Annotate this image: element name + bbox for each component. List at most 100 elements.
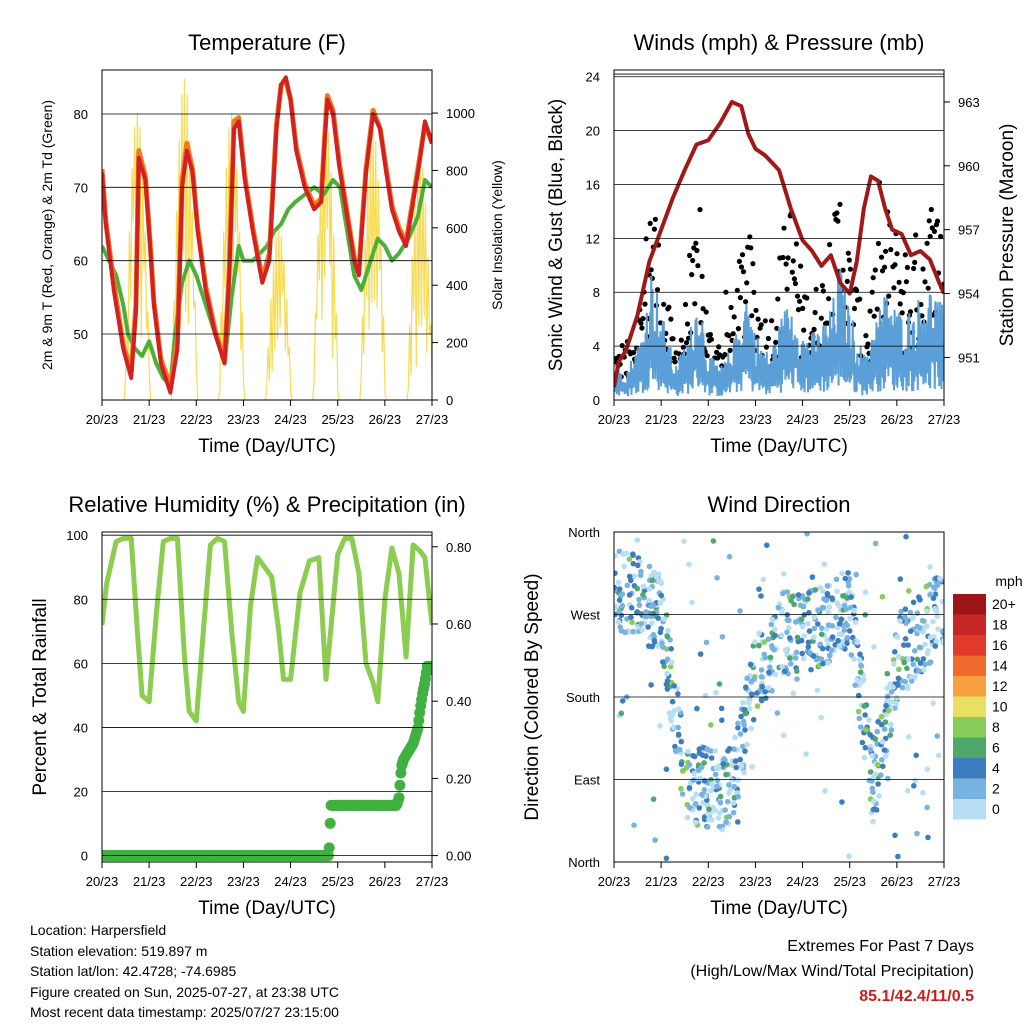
direction-point <box>790 690 796 697</box>
x-axis-label: Time (Day/UTC) <box>710 898 848 919</box>
direction-point <box>836 602 842 609</box>
direction-point <box>743 684 749 690</box>
direction-point <box>927 634 934 641</box>
direction-point <box>836 620 843 627</box>
gust-point <box>785 255 791 261</box>
direction-point <box>657 723 663 729</box>
direction-point <box>714 783 720 790</box>
gust-point <box>882 264 888 270</box>
gust-point <box>783 261 789 267</box>
direction-point <box>862 744 869 751</box>
direction-point <box>833 614 839 621</box>
direction-point <box>818 656 825 662</box>
direction-point <box>769 617 776 623</box>
direction-point <box>818 714 824 721</box>
direction-point <box>901 659 907 666</box>
direction-point <box>852 619 859 626</box>
direction-point <box>650 631 657 638</box>
direction-point <box>772 671 779 678</box>
ytick-right-label: 954 <box>958 287 980 302</box>
direction-point <box>883 702 889 709</box>
direction-point <box>653 574 660 580</box>
gust-point <box>820 288 827 294</box>
colorbar-label: 8 <box>992 719 1000 735</box>
direction-point <box>638 621 644 627</box>
colorbar-label: 10 <box>992 699 1008 715</box>
direction-point <box>913 752 919 759</box>
direction-point <box>729 777 735 783</box>
direction-point <box>902 678 908 685</box>
direction-point <box>891 661 897 667</box>
direction-point <box>912 674 918 680</box>
direction-point <box>842 575 849 582</box>
xtick-label: 27/23 <box>416 412 449 427</box>
direction-point <box>726 553 733 560</box>
direction-point <box>735 724 741 731</box>
direction-point <box>902 606 909 612</box>
extremes-panel: Extremes For Past 7 Days (High/Low/Max W… <box>690 934 974 1009</box>
direction-point <box>815 607 821 613</box>
direction-point <box>847 615 853 622</box>
direction-point <box>861 754 868 761</box>
direction-point <box>675 724 681 731</box>
direction-point <box>655 615 661 621</box>
direction-point <box>723 771 729 778</box>
direction-point <box>866 717 872 723</box>
precip-point <box>394 779 406 791</box>
direction-point <box>720 761 726 767</box>
direction-point <box>672 748 679 754</box>
direction-point <box>797 602 804 609</box>
direction-point <box>867 732 873 738</box>
direction-point <box>762 688 768 695</box>
direction-point <box>788 661 794 667</box>
direction-point <box>646 598 653 604</box>
direction-point <box>804 532 810 537</box>
direction-point <box>874 728 880 735</box>
plot-area-winds <box>614 99 944 397</box>
direction-point <box>702 692 709 699</box>
xtick-label: 25/23 <box>833 412 866 427</box>
direction-point <box>708 722 714 728</box>
direction-point <box>861 703 868 709</box>
direction-point <box>806 628 813 634</box>
xtick-label: 21/23 <box>133 874 166 889</box>
direction-point <box>692 801 699 807</box>
y-axis-label: Direction (Colored By Speed) <box>522 573 543 820</box>
precip-point <box>324 817 336 829</box>
direction-point <box>615 579 622 586</box>
ytick-label: 80 <box>74 107 88 122</box>
direction-point <box>717 793 724 800</box>
gust-point <box>748 245 754 251</box>
direction-point <box>804 596 811 602</box>
colorbar-swatch <box>953 717 986 738</box>
direction-point <box>735 794 741 800</box>
direction-point <box>742 727 748 733</box>
gust-point <box>925 285 931 291</box>
direction-point <box>854 639 861 646</box>
direction-point <box>761 639 768 645</box>
xtick-label: 21/23 <box>133 412 166 427</box>
gust-point <box>734 287 740 293</box>
direction-point <box>737 608 743 614</box>
direction-point <box>921 624 928 631</box>
direction-point <box>933 580 940 586</box>
direction-point <box>857 651 863 657</box>
direction-point <box>899 684 906 691</box>
direction-point <box>715 815 722 821</box>
direction-point <box>725 798 731 805</box>
gust-point <box>846 257 852 263</box>
direction-point <box>881 726 888 732</box>
gust-point <box>835 218 841 224</box>
ytick-label: 60 <box>74 656 88 671</box>
direction-point <box>668 659 675 666</box>
direction-point <box>884 685 890 692</box>
direction-point <box>851 607 857 614</box>
direction-point <box>800 655 807 662</box>
direction-point <box>614 552 618 559</box>
ytick-label: 24 <box>586 70 600 85</box>
direction-point <box>618 710 625 717</box>
direction-point <box>916 625 923 631</box>
ytick-right-label: 960 <box>958 159 980 174</box>
direction-point <box>838 616 845 622</box>
